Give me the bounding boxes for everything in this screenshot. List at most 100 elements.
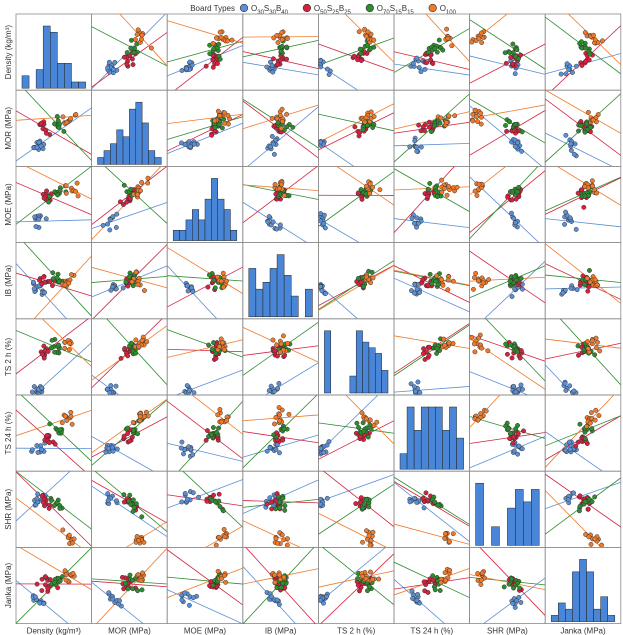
scatter-point xyxy=(592,187,598,193)
scatter-point xyxy=(430,573,436,579)
scatter-point xyxy=(222,110,228,116)
scatter-point xyxy=(39,447,45,452)
pair-cell-0-0 xyxy=(15,13,92,91)
scatter-point xyxy=(49,497,54,503)
scatter-point xyxy=(127,438,133,444)
scatter-point xyxy=(361,501,367,507)
scatter-point xyxy=(581,204,587,210)
scatter-point xyxy=(265,219,271,225)
scatter-point xyxy=(212,118,218,124)
scatter-point xyxy=(47,577,53,582)
scatter-point xyxy=(121,499,127,505)
scatter-point xyxy=(520,386,525,392)
scatter-point xyxy=(108,287,114,293)
scatter-point xyxy=(42,574,48,580)
scatter-point xyxy=(412,138,418,144)
scatter-point xyxy=(365,588,370,594)
regression-line xyxy=(167,247,243,294)
hist-bar xyxy=(558,602,566,622)
scatter-point xyxy=(582,184,588,189)
y-axis-label: IB (MPa) xyxy=(4,265,13,297)
scatter-point xyxy=(432,587,438,593)
scatter-point xyxy=(360,127,366,133)
scatter-point xyxy=(434,345,440,351)
hist-bar xyxy=(135,101,143,165)
scatter-point xyxy=(134,32,140,37)
scatter-point xyxy=(68,409,74,415)
hist-bar xyxy=(607,615,616,622)
scatter-point xyxy=(515,431,521,437)
scatter-point xyxy=(55,585,61,591)
scatter-point xyxy=(408,381,414,387)
scatter-point xyxy=(586,284,592,290)
scatter-point xyxy=(270,219,276,225)
scatter-point xyxy=(507,436,513,441)
scatter-point xyxy=(73,111,79,117)
scatter-point xyxy=(585,339,591,345)
scatter-point xyxy=(425,590,431,595)
scatter-point xyxy=(73,188,79,194)
scatter-point xyxy=(592,494,598,500)
scatter-point xyxy=(596,413,602,419)
scatter-point xyxy=(323,291,328,297)
scatter-point xyxy=(218,419,224,425)
regression-line xyxy=(545,481,621,509)
scatter-point xyxy=(277,418,282,424)
scatter-point xyxy=(105,221,111,227)
scatter-point xyxy=(319,288,325,294)
scatter-point xyxy=(435,502,441,508)
scatter-point xyxy=(519,148,525,154)
pair-cell-5-5 xyxy=(393,394,470,472)
scatter-point xyxy=(471,341,477,347)
hist-bar xyxy=(593,608,601,622)
scatter-point xyxy=(41,355,47,361)
scatter-point xyxy=(187,144,193,149)
regression-line xyxy=(20,395,92,462)
scatter-point xyxy=(414,597,420,603)
scatter-point xyxy=(191,141,197,147)
pair-cell-3-3 xyxy=(242,242,319,320)
scatter-point xyxy=(114,446,120,452)
scatter-point xyxy=(367,542,373,548)
regression-line xyxy=(167,339,243,358)
scatter-point xyxy=(434,49,440,55)
regression-line xyxy=(16,580,69,624)
scatter-point xyxy=(368,46,373,52)
scatter-point xyxy=(113,383,119,389)
hist-bar xyxy=(600,596,608,622)
scatter-point xyxy=(478,30,484,36)
scatter-point xyxy=(324,495,330,501)
pair-cell-3-7 xyxy=(544,242,622,320)
scatter-point xyxy=(39,576,45,582)
scatter-point xyxy=(276,381,282,386)
scatter-point xyxy=(444,120,449,125)
scatter-point xyxy=(140,570,146,576)
regression-line xyxy=(125,521,168,548)
scatter-point xyxy=(565,497,571,502)
regression-line xyxy=(318,265,394,311)
scatter-point xyxy=(583,532,589,537)
scatter-point xyxy=(75,193,81,199)
scatter-point xyxy=(274,342,279,348)
scatter-point xyxy=(414,286,420,292)
regression-line xyxy=(182,471,243,528)
scatter-point xyxy=(599,542,604,548)
scatter-point xyxy=(516,595,522,600)
scatter-point xyxy=(357,588,362,594)
scatter-point xyxy=(519,129,525,135)
scatter-point xyxy=(130,497,136,503)
scatter-point xyxy=(582,129,588,135)
regression-line xyxy=(394,482,470,542)
scatter-point xyxy=(278,585,284,591)
regression-line xyxy=(16,497,82,548)
regression-line xyxy=(167,589,243,624)
scatter-point xyxy=(352,124,358,130)
regression-line xyxy=(394,324,470,377)
scatter-point xyxy=(131,504,137,510)
scatter-point xyxy=(443,577,448,583)
x-axis-label: IB (MPa) xyxy=(265,627,297,635)
scatter-point xyxy=(469,39,475,45)
scatter-point xyxy=(590,338,595,344)
scatter-point xyxy=(125,353,131,359)
scatter-point xyxy=(272,182,278,187)
